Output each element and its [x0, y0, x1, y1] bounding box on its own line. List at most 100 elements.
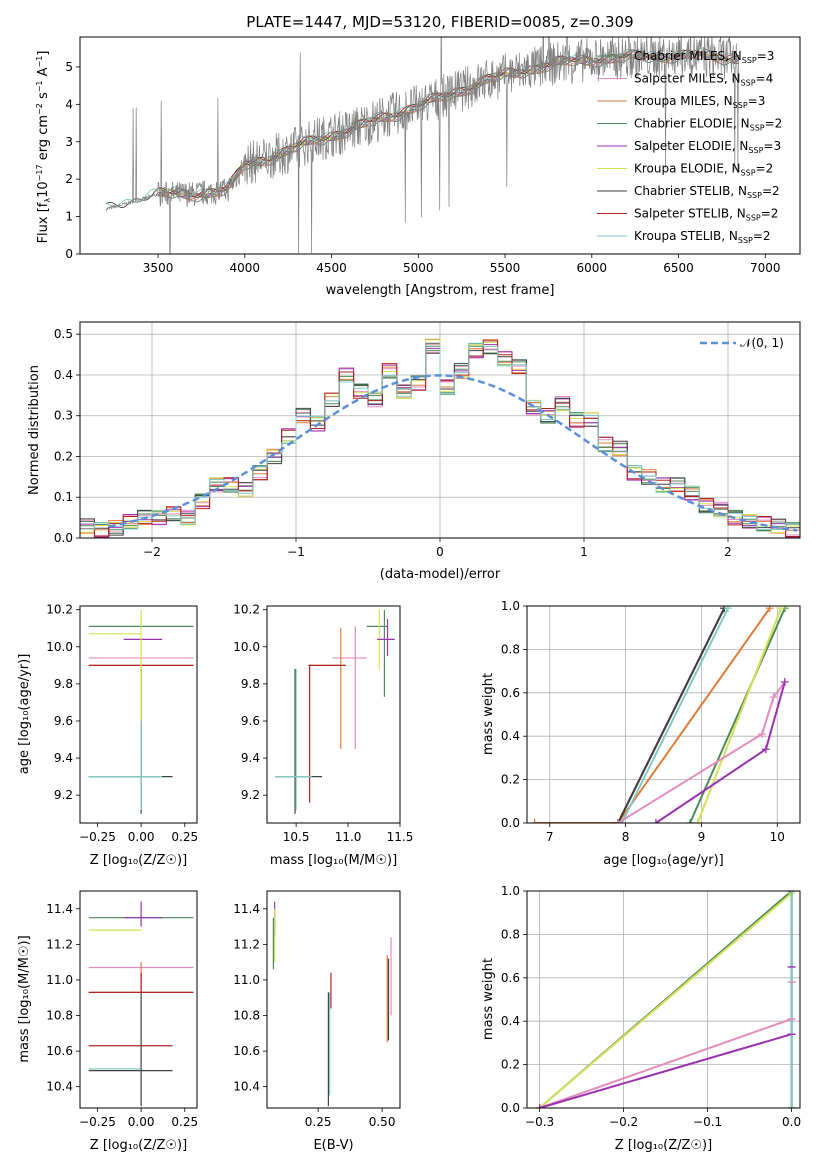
axes-frame [266, 605, 401, 824]
plus-marker [614, 819, 622, 823]
y-tick-label: 0.8 [501, 927, 520, 941]
observed-spectrum-line [105, 37, 740, 254]
y-axis-label-part: 10 [36, 181, 51, 198]
legend-label: Salpeter ELODIE, NSSP=3 [634, 139, 781, 155]
legend-label: 𝒩(0, 1) [740, 336, 784, 350]
y-axis-label-part: λ [43, 198, 52, 203]
axes-frame [79, 605, 198, 824]
y-axis-label: Normed distribution [27, 365, 42, 495]
x-axis-label: age [log₁₀(age/yr)] [603, 853, 724, 868]
x-tick-label: 11.5 [387, 830, 414, 844]
axes-frame [79, 321, 801, 539]
x-tick-label: 6000 [577, 261, 608, 275]
x-axis-label: mass [log₁₀(M/M☉)] [270, 853, 397, 868]
legend-label: Kroupa MILES, NSSP=3 [634, 94, 765, 110]
mass_vs_Z-marks [88, 901, 194, 1107]
y-tick-label: 1 [65, 210, 73, 224]
age_vs_mass-marks [275, 609, 395, 814]
weight_vs_age-panel: 7 8 9 10 0.0 0.2 0.4 0.6 0.8 1.0 [501, 599, 801, 844]
y-tick-label: 0.4 [501, 729, 520, 743]
x-tick-label: 0.25 [171, 1115, 198, 1129]
legend-label-text: Chabrier ELODIE, N [634, 117, 750, 131]
x-tick-label: −1 [287, 545, 305, 559]
mass-weight-line [539, 1033, 792, 1108]
y-tick-label: 5 [65, 60, 73, 74]
normal-distribution-line [108, 374, 798, 532]
age_vs_Z-panel: −0.25 0.00 0.25 9.2 9.4 9.6 9.8 10.0 10.2 [46, 603, 198, 844]
plus-marker [723, 606, 732, 613]
mass_vs_EBV-marks [272, 901, 392, 1107]
axes-frame [79, 890, 198, 1109]
legend-label: Chabrier STELIB, NSSP=2 [634, 184, 780, 200]
y-tick-label: 10.2 [233, 603, 260, 617]
y-tick-label: 10.4 [233, 1080, 260, 1094]
legend-label: Chabrier MILES, NSSP=3 [634, 49, 774, 65]
mass-weight-line [617, 681, 786, 823]
y-tick-label: 2 [65, 172, 73, 186]
mass-weight-line [539, 1018, 792, 1108]
legend-label: Chabrier ELODIE, NSSP=2 [634, 117, 782, 133]
legend-label-sub: SSP [748, 146, 763, 155]
plus-marker [686, 819, 695, 823]
legend-label: Salpeter STELIB, NSSP=2 [634, 207, 778, 223]
mass_vs_Z-panel: −0.25 0.00 0.25 10.4 10.6 10.8 11.0 11.2 11.4 [46, 890, 198, 1129]
x-tick-label: 7 [546, 830, 554, 844]
y-axis-label: mass weight [481, 958, 496, 1040]
y-tick-label: 0.2 [501, 773, 520, 787]
legend-label-sub: SSP [733, 101, 748, 110]
x-tick-label: 2 [724, 545, 732, 559]
spectrum-marks [105, 37, 740, 254]
x-tick-label: 7000 [750, 261, 781, 275]
legend-label-sub: SSP [741, 79, 756, 88]
spectrum-panel: 3500 4000 4500 5000 5500 6000 6500 7000 0 1 2 3 4 5 Ch… [65, 36, 801, 275]
x-axis-label: Z [log₁₀(Z/Z☉)] [90, 853, 187, 868]
y-tick-label: 9.4 [54, 751, 73, 765]
y-tick-label: 0.0 [501, 1101, 520, 1115]
x-tick-label: 6500 [663, 261, 694, 275]
legend-label: Salpeter MILES, NSSP=4 [634, 72, 773, 88]
y-tick-label: 4 [65, 97, 73, 111]
axes-frame [526, 890, 801, 1109]
x-tick-label: −0.3 [525, 1115, 554, 1129]
x-tick-label: 0.00 [128, 830, 155, 844]
plus-marker [651, 819, 660, 823]
x-axis-label: Z [log₁₀(Z/Z☉)] [615, 1138, 712, 1153]
y-axis-label: age [log₁₀(age/yr)] [17, 654, 32, 775]
x-axis-label: (data-model)/error [380, 567, 501, 582]
y-tick-label: 0.6 [501, 971, 520, 985]
y-tick-label: 11.4 [233, 902, 260, 916]
weight_vs_age-marks [530, 606, 789, 823]
x-tick-label: 0 [436, 545, 444, 559]
y-tick-label: 9.6 [241, 714, 260, 728]
y-tick-label: 3 [65, 135, 73, 149]
mass-weight-line [696, 607, 782, 823]
legend-label-tail: =2 [765, 117, 783, 131]
mass-weight-line [617, 607, 726, 823]
plus-marker [765, 606, 774, 613]
y-axis-label: mass [log₁₀(M/M☉)] [17, 935, 32, 1062]
legend-label-text: Salpeter ELODIE, N [634, 139, 748, 153]
x-tick-label: 8 [622, 830, 630, 844]
y-tick-label: 0.0 [501, 816, 520, 830]
x-tick-label: 4000 [230, 261, 261, 275]
legend-label-text: Kroupa MILES, N [634, 94, 733, 108]
legend-label-tail: =2 [753, 229, 771, 243]
y-tick-label: 11.2 [233, 937, 260, 951]
residuals-marks [80, 338, 800, 538]
y-tick-label: 0.2 [501, 1058, 520, 1072]
x-tick-label: 0.00 [128, 1115, 155, 1129]
plus-marker [780, 677, 789, 686]
x-tick-label: 1 [580, 545, 588, 559]
x-tick-label: 3500 [143, 261, 174, 275]
y-tick-label: 10.4 [46, 1080, 73, 1094]
plus-marker [758, 730, 767, 739]
axes-frame [266, 890, 401, 1109]
mass-weight-line [689, 607, 786, 823]
x-tick-label: 0.50 [369, 1115, 396, 1129]
y-tick-label: 10.8 [233, 1009, 260, 1023]
legend-label-text: Chabrier STELIB, N [634, 184, 747, 198]
x-tick-label: −0.25 [79, 830, 116, 844]
y-tick-label: 0.8 [501, 642, 520, 656]
axes-frame [79, 36, 801, 255]
